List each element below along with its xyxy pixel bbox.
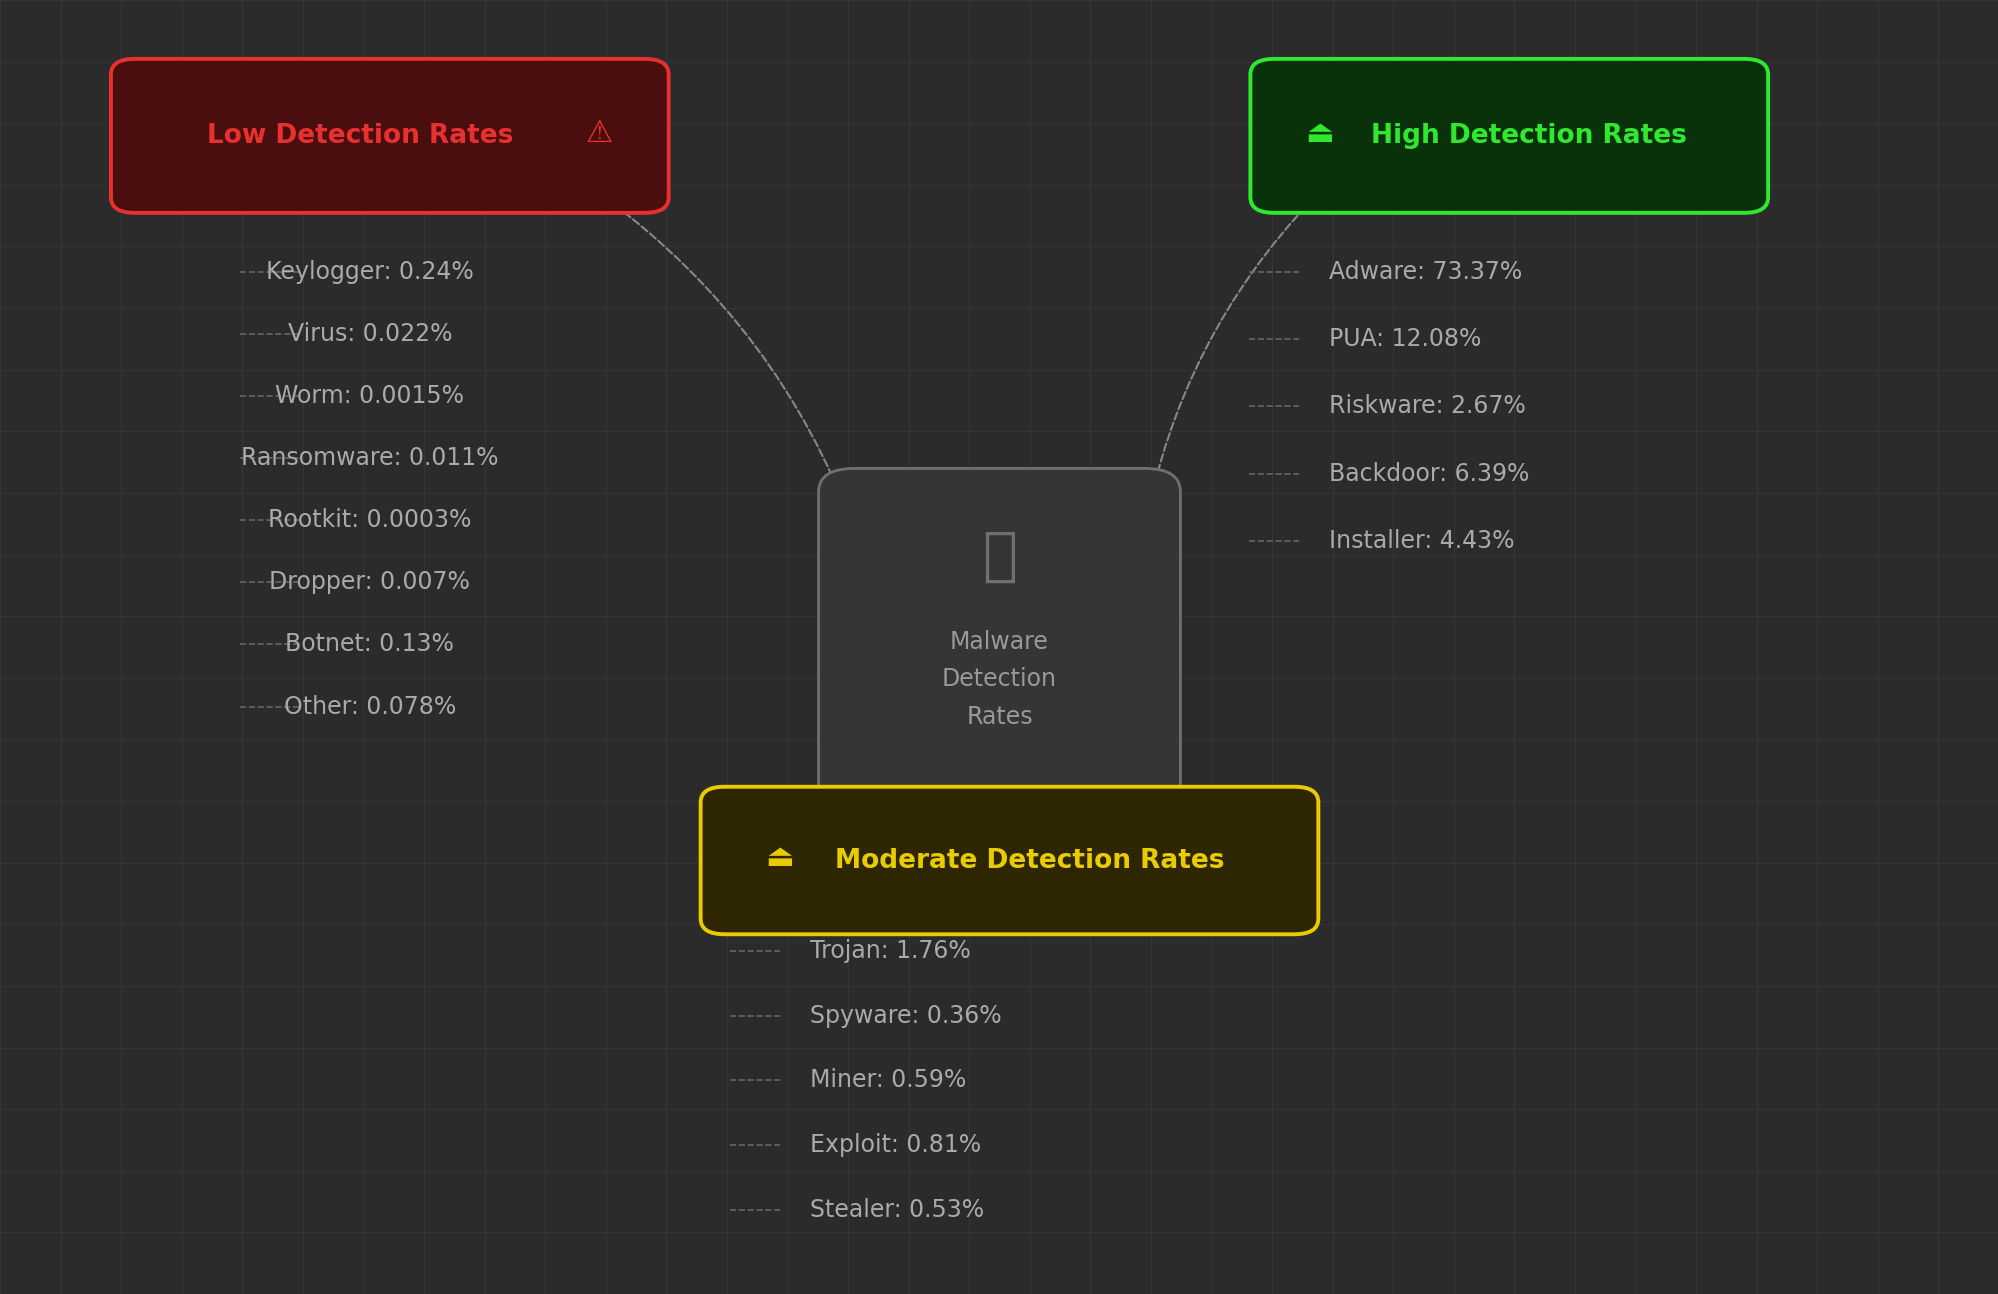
Text: ⚠: ⚠ xyxy=(585,119,613,148)
Text: ⏏: ⏏ xyxy=(765,844,793,872)
Text: Ransomware: 0.011%: Ransomware: 0.011% xyxy=(242,446,498,470)
Text: ⌖: ⌖ xyxy=(981,528,1017,585)
Text: Miner: 0.59%: Miner: 0.59% xyxy=(809,1069,965,1092)
Text: ⏏: ⏏ xyxy=(1305,119,1333,148)
Text: Rootkit: 0.0003%: Rootkit: 0.0003% xyxy=(268,509,472,532)
FancyBboxPatch shape xyxy=(819,468,1179,826)
FancyBboxPatch shape xyxy=(701,787,1319,934)
Text: Trojan: 1.76%: Trojan: 1.76% xyxy=(809,939,969,963)
FancyBboxPatch shape xyxy=(1251,58,1766,214)
Text: PUA: 12.08%: PUA: 12.08% xyxy=(1329,327,1481,351)
Text: Spyware: 0.36%: Spyware: 0.36% xyxy=(809,1004,1001,1027)
Text: High Detection Rates: High Detection Rates xyxy=(1371,123,1686,149)
Text: Virus: 0.022%: Virus: 0.022% xyxy=(288,322,452,345)
Text: Other: 0.078%: Other: 0.078% xyxy=(284,695,456,718)
Text: Exploit: 0.81%: Exploit: 0.81% xyxy=(809,1134,981,1157)
Text: Dropper: 0.007%: Dropper: 0.007% xyxy=(270,571,470,594)
Text: Worm: 0.0015%: Worm: 0.0015% xyxy=(276,384,464,408)
Text: Keylogger: 0.24%: Keylogger: 0.24% xyxy=(266,260,474,283)
FancyBboxPatch shape xyxy=(112,58,667,214)
Text: Stealer: 0.53%: Stealer: 0.53% xyxy=(809,1198,983,1222)
Text: Malware
Detection
Rates: Malware Detection Rates xyxy=(941,630,1057,729)
Text: Riskware: 2.67%: Riskware: 2.67% xyxy=(1329,395,1524,418)
Text: Adware: 73.37%: Adware: 73.37% xyxy=(1329,260,1522,283)
Text: Backdoor: 6.39%: Backdoor: 6.39% xyxy=(1329,462,1528,485)
Text: Low Detection Rates: Low Detection Rates xyxy=(206,123,513,149)
Text: Moderate Detection Rates: Moderate Detection Rates xyxy=(835,848,1223,873)
Text: Botnet: 0.13%: Botnet: 0.13% xyxy=(286,633,454,656)
Text: Installer: 4.43%: Installer: 4.43% xyxy=(1329,529,1514,553)
